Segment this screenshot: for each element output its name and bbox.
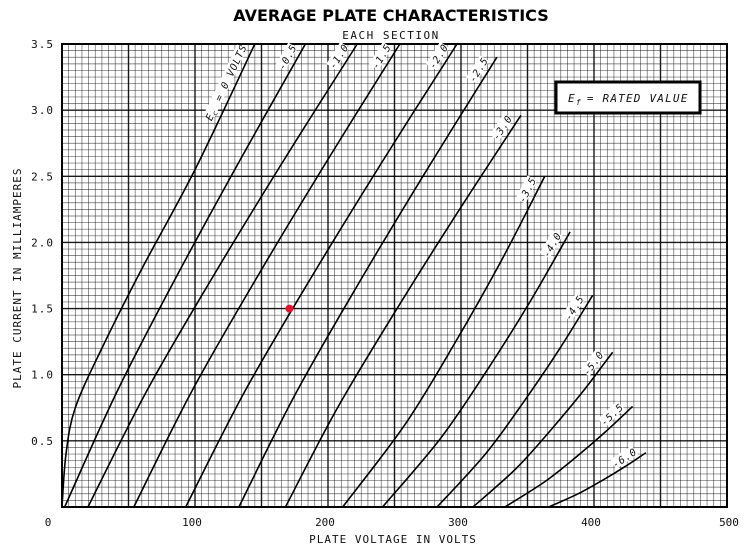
curve--1.5	[133, 43, 401, 508]
x-tick-label: 0	[45, 516, 52, 529]
legend-e: E	[568, 92, 576, 105]
chart-subtitle: EACH SECTION	[342, 29, 439, 42]
curve--3.0	[284, 114, 522, 508]
legend-box: Ef = RATED VALUE	[554, 80, 702, 115]
x-tick-labels: 0 100 200 300 400 500	[45, 516, 739, 529]
x-tick-label: 200	[315, 516, 335, 529]
curve--2.5	[238, 56, 498, 508]
y-tick-label: 3.0	[31, 104, 54, 117]
legend-sub: f	[576, 98, 582, 107]
curve--5.5	[504, 405, 634, 508]
x-tick-label: 100	[182, 516, 202, 529]
curves	[61, 43, 647, 508]
y-tick-label: 1.0	[31, 369, 54, 382]
y-tick-label: 0.5	[31, 435, 54, 448]
x-tick-label: 300	[448, 516, 468, 529]
curve--2.0	[184, 43, 458, 508]
svg-text:Ef= RATED VALUE: Ef = RATED VALUE	[568, 92, 689, 107]
legend-rest: = RATED VALUE	[587, 92, 689, 105]
operating-point-marker	[285, 304, 294, 313]
y-tick-label: 3.5	[31, 38, 54, 51]
curve--0.5	[63, 43, 307, 508]
y-tick-label: 2.5	[31, 170, 54, 183]
curve--1.0	[87, 43, 358, 508]
curve--5.0	[472, 351, 614, 508]
curve--4.0	[381, 231, 571, 508]
curve--4.5	[436, 294, 594, 508]
chart-title: AVERAGE PLATE CHARACTERISTICS	[233, 6, 548, 25]
y-axis-label: PLATE CURRENT IN MILLIAMPERES	[11, 167, 24, 388]
grid	[61, 43, 728, 508]
curve--6.0	[548, 452, 647, 508]
label-sub: c	[211, 109, 220, 117]
y-tick-labels: 0.5 1.0 1.5 2.0 2.5 3.0 3.5	[31, 38, 54, 448]
curve--3.5	[341, 175, 546, 508]
curve-ec0volts	[61, 43, 256, 508]
plot-border	[61, 43, 728, 508]
y-tick-label: 2.0	[31, 236, 54, 249]
y-tick-label: 1.5	[31, 303, 54, 316]
label-main: E	[204, 112, 217, 123]
x-tick-label: 400	[581, 516, 601, 529]
x-axis-label: PLATE VOLTAGE IN VOLTS	[309, 533, 477, 546]
x-tick-label: 500	[719, 516, 739, 529]
